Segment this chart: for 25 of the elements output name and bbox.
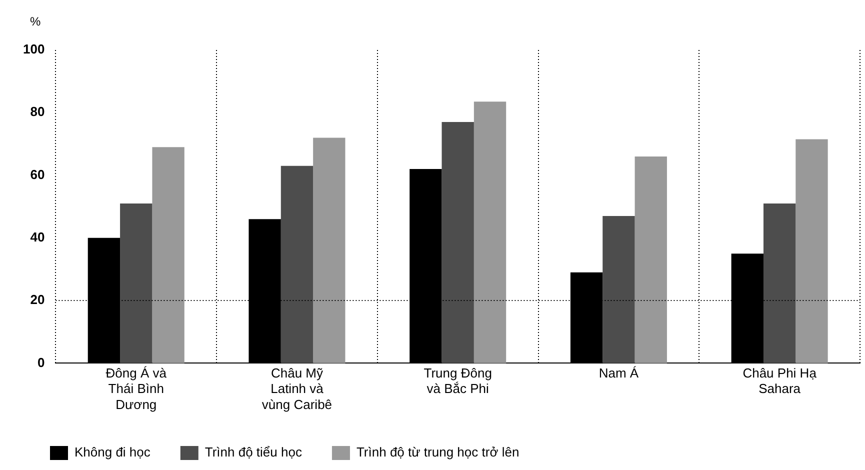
x-tick-label: Châu Phi Hạ Sahara <box>742 366 818 396</box>
x-tick-label: Đông Á và Thái Bình Dương <box>106 366 168 412</box>
y-axis-title: % <box>30 14 41 28</box>
x-tick-label: Châu Mỹ Latinh và vùng Caribê <box>262 366 332 412</box>
legend-label: Không đi học <box>74 444 151 460</box>
bar <box>313 138 346 364</box>
bar <box>442 122 474 364</box>
y-tick-label: 20 <box>30 292 45 308</box>
bar <box>474 102 506 364</box>
bar <box>796 139 828 364</box>
bar <box>120 203 152 364</box>
bar <box>634 156 667 364</box>
x-tick-label: Nam Á <box>598 366 639 381</box>
y-tick-label: 100 <box>22 42 45 57</box>
y-tick-label: 0 <box>37 354 45 370</box>
x-tick-label: Trung Đông và Bắc Phi <box>424 366 492 396</box>
legend-label: Trình độ tiểu học <box>204 444 302 460</box>
bar <box>152 147 184 364</box>
bar <box>280 166 314 364</box>
bar <box>763 203 796 364</box>
bar <box>602 216 635 364</box>
y-tick-label: 80 <box>30 104 45 120</box>
y-tick-label: 40 <box>30 230 45 244</box>
y-tick-label: 60 <box>30 166 45 182</box>
legend-label: Trình độ từ trung học trở lên <box>356 444 520 460</box>
